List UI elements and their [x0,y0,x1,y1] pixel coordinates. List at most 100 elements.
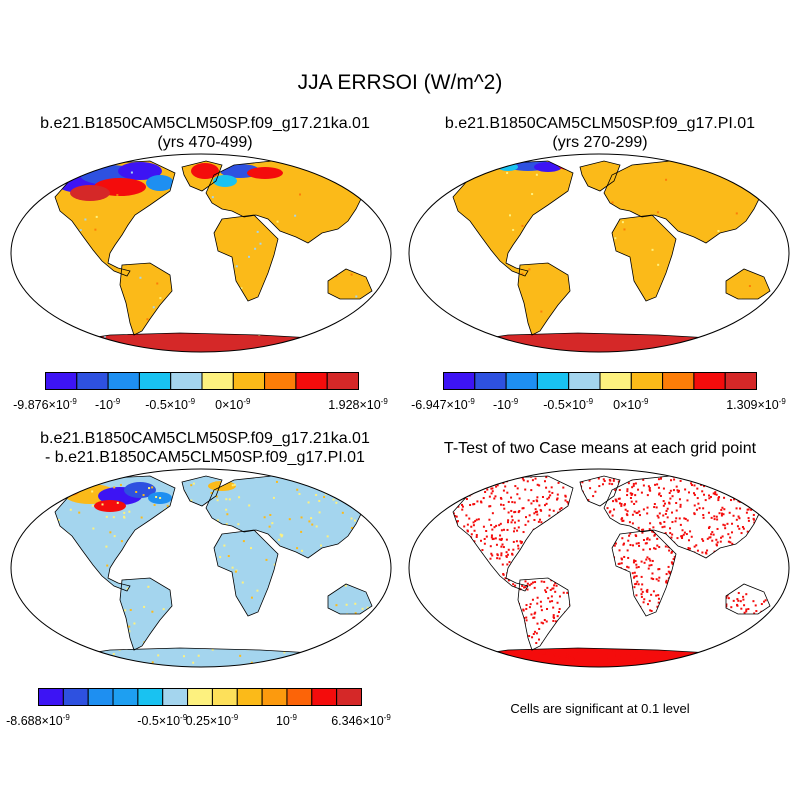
anomaly-patch [146,175,174,191]
colorbar-swatch [599,372,632,390]
anomaly-patch [191,163,219,179]
colorbar-swatch [138,372,172,390]
colorbar-swatch [170,372,203,390]
colorbar-swatch [336,688,362,706]
land-namerica [453,476,573,591]
panel3-title: b.e21.B1850CAM5CLM50SP.f09_g17.21ka.01 -… [10,429,400,467]
colorbar-swatch [232,372,266,390]
land-samerica [120,578,172,650]
anomaly-patch [534,162,562,172]
anomaly-patch [118,162,162,180]
colorbar-swatch [261,688,288,706]
anomaly-patch [60,484,80,496]
colorbar-swatch [630,372,664,390]
colorbar-swatch [187,688,213,706]
land-antarctica [468,333,738,352]
colorbar-swatch [443,372,476,390]
land-antarctica [70,333,340,352]
colorbar-swatch [505,372,538,390]
panel2-title-line1: b.e21.B1850CAM5CLM50SP.f09_g17.PI.01 [444,115,756,132]
land-africa [612,215,676,301]
colorbar-swatch [211,688,238,706]
panel2-colorbar-labels: -6.947×10-9 -10-9 -0.5×10-9 0×10-9 1.309×10-… [411,397,786,413]
colorbar-swatch [264,372,297,390]
colorbar-swatch [286,688,313,706]
colorbar-tick-label: -0.5×10-9 [543,397,594,412]
colorbar-swatch [724,372,757,390]
colorbar-swatch [536,372,570,390]
colorbar-tick-label: 1.309×10-9 [726,397,786,412]
land-eurasia [206,476,370,558]
colorbar-swatch [326,372,359,390]
colorbar-tick-label: 0×10-9 [215,397,251,412]
panel2-title: b.e21.B1850CAM5CLM50SP.f09_g17.PI.01 (yr… [405,114,795,152]
panel4-significance-note: Cells are significant at 0.1 level [510,701,690,716]
land-samerica [120,263,172,335]
anomaly-patch [94,500,126,512]
anomaly-patch [247,167,283,179]
anomaly-patch [213,175,237,187]
anomaly-patch [70,185,110,201]
panel1-map [10,153,392,353]
colorbar-swatch [693,372,726,390]
panel1-colorbar-labels: -9.876×10-9 -10-9 -0.5×10-9 0×10-9 1.928×10-… [13,397,388,413]
colorbar-swatch [295,372,328,390]
panel2-title-line2: (yrs 270-299) [552,134,648,151]
colorbar-swatch [62,688,89,706]
colorbar-swatch [568,372,601,390]
colorbar-tick-label: -0.5×10-9 [145,397,196,412]
colorbar-tick-label: 0.25×10-9 [185,713,239,728]
figure-title: JJA ERRSOI (W/m^2) [297,71,503,94]
colorbar-swatch [45,372,78,390]
land-antarctica [70,648,340,667]
land-africa [214,215,278,301]
colorbar-tick-label: 0×10-9 [613,397,649,412]
colorbar-swatch [38,688,64,706]
colorbar-tick-label: -10-9 [94,397,121,412]
land-australia [726,269,770,299]
land-eurasia [604,476,768,558]
land-samerica [518,578,570,650]
colorbar-swatch [662,372,695,390]
anomaly-patch [558,161,578,170]
panel3-colorbar-labels: -8.688×10-9 -0.5×10-9 0.25×10-9 10-9 6.346×1… [6,713,391,729]
colorbar-tick-label: -0.5×10-9 [137,713,188,728]
land-eurasia [604,161,768,243]
colorbar-tick-label: -10-9 [492,397,519,412]
colorbar-swatch [474,372,507,390]
colorbar-tick-label: -6.947×10-9 [411,397,475,412]
land-africa [214,530,278,616]
panel4-map [408,468,790,668]
land-namerica [55,476,175,591]
anomaly-patch [60,167,80,179]
panel2-colorbar [443,372,757,390]
panel2-map [408,153,790,353]
colorbar-swatch [107,372,140,390]
panel1-colorbar [45,372,359,390]
panel3-map [10,468,392,668]
panel1-title: b.e21.B1850CAM5CLM50SP.f09_g17.21ka.01 (… [10,114,400,152]
colorbar-swatch [236,688,263,706]
anomaly-patch [124,482,156,498]
colorbar-swatch [201,372,234,390]
land-australia [328,269,372,299]
colorbar-tick-label: 10-9 [275,713,297,728]
panel1-title-line2: (yrs 470-499) [157,134,253,151]
colorbar-swatch [137,688,164,706]
land-samerica [518,263,570,335]
panel3-title-line2: - b.e21.B1850CAM5CLM50SP.f09_g17.PI.01 [45,449,365,466]
land-namerica [453,161,573,276]
colorbar-swatch [76,372,109,390]
land-eurasia [206,161,370,243]
colorbar-tick-label: -9.876×10-9 [13,397,77,412]
colorbar-swatch [112,688,139,706]
colorbar-tick-label: 1.928×10-9 [328,397,388,412]
panel1-title-line1: b.e21.B1850CAM5CLM50SP.f09_g17.21ka.01 [40,115,370,132]
panel3-title-line1: b.e21.B1850CAM5CLM50SP.f09_g17.21ka.01 [40,430,370,447]
colorbar-swatch [311,688,338,706]
colorbar-tick-label: -8.688×10-9 [6,713,70,728]
panel3-colorbar [38,688,362,706]
land-australia [328,584,372,614]
panel4-title: T-Test of two Case means at each grid po… [443,440,757,457]
colorbar-swatch [87,688,114,706]
